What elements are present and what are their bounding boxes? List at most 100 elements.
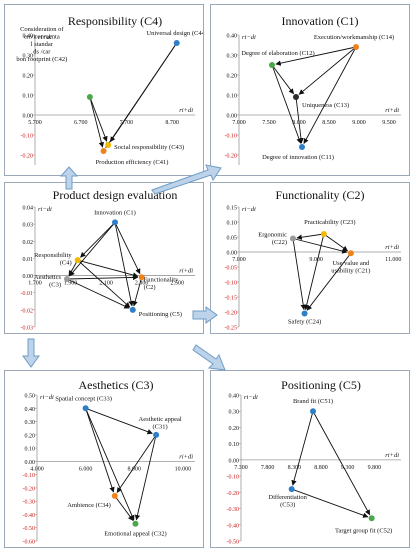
y-axis-label: ri−di: [38, 206, 52, 213]
node-label-C4: Responsibility (C4): [34, 252, 72, 267]
node-label-C14: Execution/workmanship (C14): [314, 34, 394, 41]
y-tick-label: -0.30: [227, 507, 240, 513]
node-label-C44: Universal design (C44): [146, 30, 203, 37]
node-label-C32: Emotional appeal (C32): [104, 531, 166, 538]
y-tick-label: 0.15: [227, 206, 238, 212]
y-tick-label: 0.20: [25, 433, 36, 439]
y-tick-label: -0.02: [21, 308, 34, 314]
y-axis-label: ri−di: [40, 394, 54, 401]
y-tick-label: 0.30: [227, 54, 238, 60]
edge-C12-C11: [271, 64, 302, 144]
node-label-C23: Practicability (C23): [304, 219, 355, 226]
x-tick-label: 11.000: [385, 257, 401, 263]
x-tick-label: 8.300: [288, 465, 302, 471]
x-tick-label: 6.000: [79, 466, 93, 472]
node-label-C1: Innovation (C1): [94, 209, 136, 216]
panel-title: Innovation (C1): [282, 14, 359, 28]
x-tick-label: 8.000: [127, 466, 141, 472]
y-tick-label: 0.50: [25, 394, 36, 400]
x-tick-label: 2.300: [135, 281, 149, 287]
edge-C1-C2: [114, 222, 141, 275]
arrow-to-aesthetics: [22, 338, 40, 368]
node-C3: [64, 276, 70, 282]
edge-C23-C21: [323, 233, 349, 252]
x-tick-label: 2.500: [170, 281, 184, 287]
arrow-to-functionality: [192, 306, 218, 324]
edge-C42-C41: [89, 96, 105, 148]
y-tick-label: 0.02: [23, 240, 34, 246]
y-tick-label: 0.40: [227, 34, 238, 40]
node-C13: [293, 94, 299, 100]
node-C22: [290, 235, 296, 242]
edge-C53-C52: [291, 488, 369, 518]
x-tick-label: 8.700: [165, 120, 179, 126]
x-tick-label: 10.000: [175, 466, 192, 472]
edge-C31-C34: [116, 434, 157, 494]
panel-title: Functionality (C2): [276, 188, 365, 202]
y-tick-label: 0.00: [229, 458, 240, 464]
y-tick-label: 0.05: [227, 236, 238, 242]
edge-C4-C2: [77, 259, 139, 278]
x-tick-label: 7.000: [232, 257, 246, 263]
node-C31: [153, 431, 160, 438]
edge-C51-C53: [291, 411, 314, 486]
x-tick-label: 9.500: [382, 120, 396, 126]
edge-C1-C3: [69, 222, 116, 277]
edge-C23-C22: [296, 233, 324, 240]
edge-C22-C21: [292, 238, 348, 254]
x-tick-label: 9.300: [341, 465, 355, 471]
positioning-chart: Positioning (C5) 0.40 0.30 0.20 0.10 0.00 -0.1…: [227, 378, 401, 546]
panel-title: Positioning (C5): [281, 378, 361, 392]
edge-C33-C34: [85, 408, 115, 493]
y-axis-label: ri−di: [244, 394, 258, 401]
x-tick-label: 4.000: [30, 466, 44, 472]
functionality-chart: Functionality (C2) 0.15 0.10 0.05 0.00 -0.05 -…: [225, 188, 402, 332]
innovation-chart: Innovation (C1) 0.40 0.30 0.20 0.10 0.00 -0.10…: [225, 14, 401, 165]
node-C11: [299, 144, 305, 150]
y-tick-label: -0.20: [21, 154, 34, 160]
node-C51: [310, 408, 316, 415]
edge-C33-C31: [85, 407, 153, 435]
arrow-to-innovation: [151, 164, 222, 194]
arrow-to-responsibility: [60, 166, 78, 190]
x-tick-label: 9.800: [368, 465, 382, 471]
node-label-C12: Degree of elaboration (C12): [241, 50, 314, 57]
y-tick-label: -0.05: [225, 266, 238, 272]
edge-C33-C32: [85, 408, 135, 521]
node-label-C22: Ergonomic (C22): [258, 232, 287, 247]
edge-C2-C5: [132, 277, 143, 307]
y-tick-label: 0.40: [229, 394, 240, 400]
x-tick-label: 7.500: [262, 120, 276, 126]
node-C44: [173, 40, 180, 46]
edge-C23-C24: [304, 233, 325, 311]
x-tick-label: 5.700: [28, 120, 42, 126]
edge-C14-C11: [303, 46, 357, 144]
edge-C14-C13: [298, 46, 357, 95]
y-tick-label: -0.01: [21, 291, 34, 297]
y-tick-label: 0.01: [23, 257, 34, 263]
x-tick-label: 6.700: [74, 120, 88, 126]
panel-aesthetics: Aesthetics (C3) 0.50 0.40 0.30 0.20 0.10 0.00 -…: [4, 370, 204, 548]
node-label-C21: Use value and usability (C21): [331, 260, 370, 275]
node-C23: [320, 231, 327, 237]
y-tick-label: -0.25: [225, 326, 238, 332]
y-tick-label: -0.10: [225, 134, 238, 140]
x-axis-label: ri+di: [385, 107, 399, 114]
x-tick-label: 8.800: [314, 465, 328, 471]
edge-C3-C5: [66, 278, 130, 309]
edge-C1-C5: [114, 222, 134, 307]
arrow-to-positioning: [192, 344, 226, 371]
y-tick-label: -0.20: [227, 491, 240, 497]
x-tick-label: 7.700: [120, 120, 134, 126]
y-tick-label: -0.50: [23, 526, 36, 532]
edge-C44-C41: [105, 42, 178, 149]
edge-C13-C11: [295, 96, 304, 144]
node-C14: [353, 44, 359, 50]
panel-title: Responsibility (C4): [68, 14, 162, 28]
edge-C4-C5: [77, 259, 131, 308]
node-label-C41: Production efficiency (C41): [96, 159, 169, 166]
node-label-C11: Degree of innovation (C11): [262, 154, 334, 161]
panel-responsibility: Responsibility (C4) 0.40 0.30 0.20 0.10 0.00 -…: [4, 4, 204, 176]
y-tick-label: 0.10: [25, 447, 36, 453]
y-tick-label: -0.20: [225, 311, 238, 317]
